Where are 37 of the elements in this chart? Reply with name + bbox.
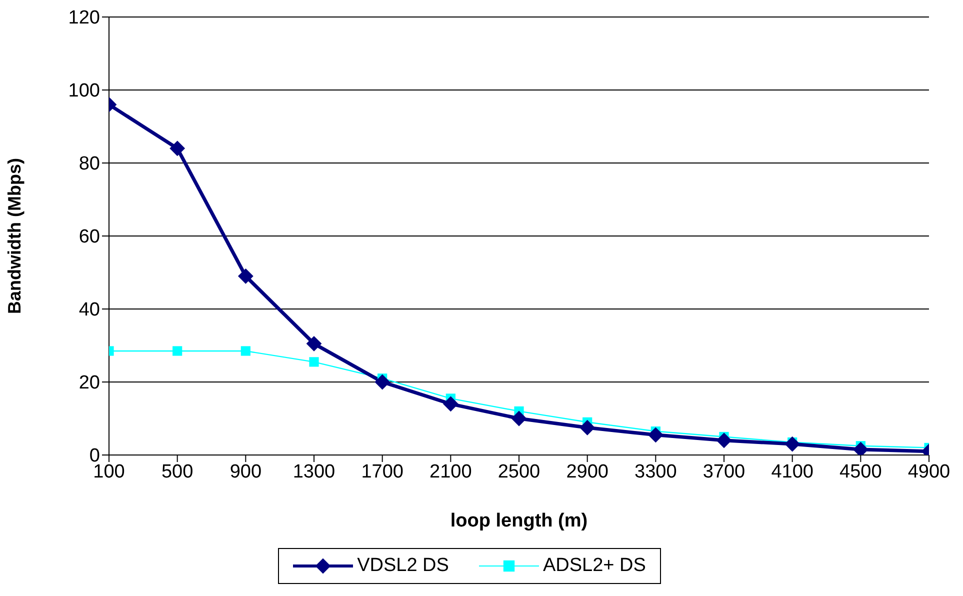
- point: [170, 140, 185, 156]
- y-tick-label: 40: [78, 300, 100, 321]
- y-tick-label: 100: [68, 80, 100, 102]
- point: [374, 374, 390, 390]
- x-tick-label: 4500: [840, 461, 882, 482]
- x-tick-label: 2500: [498, 461, 540, 482]
- legend-label: VDSL2 DS: [356, 555, 449, 577]
- x-tick-label: 900: [230, 461, 262, 482]
- x-tick-label: 1300: [292, 461, 336, 482]
- x-tick-label: 2900: [566, 461, 608, 482]
- x-tick-label: 1700: [361, 461, 404, 482]
- x-tick-label: 500: [161, 461, 194, 482]
- point: [238, 268, 254, 284]
- point: [306, 336, 322, 352]
- x-tick-label: 100: [93, 461, 125, 482]
- y-tick-label: 20: [78, 372, 100, 394]
- y-tick-label: 120: [68, 8, 100, 29]
- x-tick-label: 2100: [430, 461, 472, 482]
- point: [240, 346, 250, 356]
- point: [784, 436, 800, 452]
- x-tick-label: 3700: [702, 461, 746, 482]
- point: [648, 427, 664, 442]
- point: [580, 420, 595, 436]
- y-tick-label: 60: [78, 226, 100, 248]
- legend-label: ADSL2+ DS: [542, 555, 646, 577]
- point: [512, 411, 526, 426]
- point: [853, 442, 868, 455]
- y-tick-label: 80: [78, 154, 100, 175]
- y-axis-title: Bandwidth (Mbps): [4, 158, 24, 314]
- x-tick-label: 4100: [771, 461, 814, 482]
- point: [716, 432, 732, 448]
- point: [443, 396, 458, 412]
- point: [172, 346, 182, 356]
- x-tick-label: 4900: [908, 461, 950, 482]
- point: [309, 357, 319, 367]
- x-tick-label: 3300: [634, 461, 677, 482]
- x-axis-title: loop length (m): [450, 510, 588, 532]
